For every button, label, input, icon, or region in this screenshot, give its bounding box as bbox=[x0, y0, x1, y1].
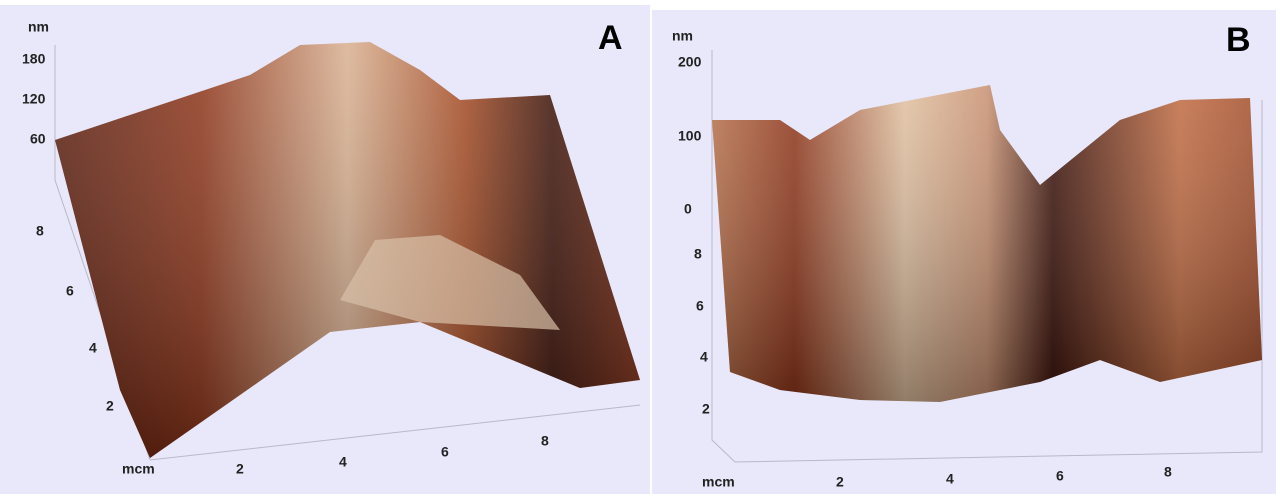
surface-shade bbox=[712, 85, 1262, 402]
y-tick-label: 6 bbox=[66, 283, 74, 299]
y-tick-label: 6 bbox=[696, 298, 704, 314]
x-tick-label: 2 bbox=[836, 474, 844, 490]
z-unit: nm bbox=[672, 28, 693, 44]
y-tick-label: 8 bbox=[36, 223, 44, 239]
x-unit: mcm bbox=[702, 474, 735, 490]
x-tick-label: 6 bbox=[441, 444, 449, 460]
y-tick-label: 4 bbox=[700, 349, 708, 365]
x-tick-label: 2 bbox=[236, 461, 244, 477]
y-tick-label: 2 bbox=[106, 398, 114, 414]
y-tick-label: 2 bbox=[702, 401, 710, 417]
panel-label: A bbox=[598, 19, 623, 57]
page: nm 180 120 60 8 6 4 2 mcm 2 4 6 8 A nm 2… bbox=[0, 0, 1276, 494]
panel-a: nm 180 120 60 8 6 4 2 mcm 2 4 6 8 A bbox=[0, 5, 650, 494]
x-tick-label: 6 bbox=[1056, 468, 1064, 484]
z-tick-label: 60 bbox=[30, 131, 46, 147]
x-tick-label: 4 bbox=[339, 454, 347, 470]
x-tick-label: 8 bbox=[1164, 464, 1172, 480]
z-tick-label: 200 bbox=[678, 54, 702, 70]
panel-b: nm 200 100 0 8 6 4 2 mcm 2 4 6 8 B bbox=[652, 10, 1276, 494]
z-unit: nm bbox=[28, 19, 49, 35]
z-tick-label: 0 bbox=[684, 201, 692, 217]
z-tick-label: 180 bbox=[22, 51, 46, 67]
x-tick-label: 8 bbox=[541, 433, 549, 449]
x-unit: mcm bbox=[122, 461, 155, 477]
panel-label: B bbox=[1226, 21, 1251, 59]
figure: nm 180 120 60 8 6 4 2 mcm 2 4 6 8 A nm 2… bbox=[0, 0, 1276, 494]
y-tick-label: 4 bbox=[89, 340, 97, 356]
z-tick-label: 120 bbox=[22, 91, 46, 107]
x-tick-label: 4 bbox=[946, 471, 954, 487]
z-tick-label: 100 bbox=[678, 128, 702, 144]
y-tick-label: 8 bbox=[694, 246, 702, 262]
